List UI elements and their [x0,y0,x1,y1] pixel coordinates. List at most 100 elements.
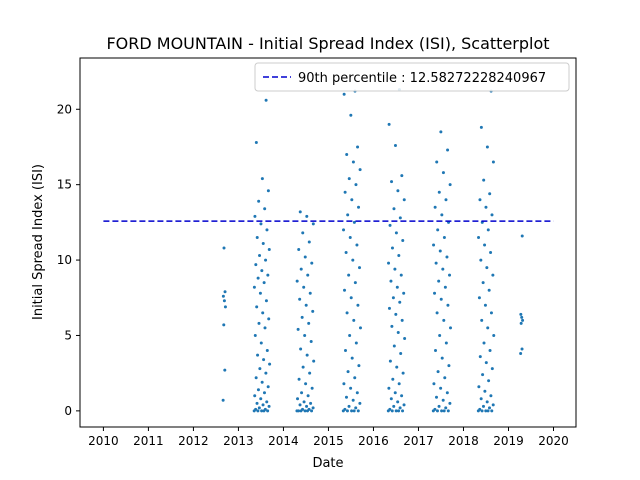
data-point [387,122,391,126]
data-point [483,243,487,247]
data-point [353,281,357,285]
data-point [387,306,391,310]
data-point [266,409,270,413]
data-point [255,235,259,239]
x-tick-label: 2019 [493,434,524,448]
data-point [448,401,452,405]
data-point [310,386,314,390]
data-point [253,333,257,337]
data-point [347,273,351,277]
data-point [487,406,491,410]
legend-box [254,62,570,92]
data-point [223,290,227,294]
data-point [267,248,271,252]
data-point [258,291,262,295]
x-tick-label: 2011 [133,434,164,448]
data-point [401,238,405,242]
data-point [478,407,482,411]
data-point [433,407,437,411]
y-axis-label: Initial Spread Index (ISI) [31,164,46,320]
data-point [445,391,449,395]
data-point [345,153,349,157]
data-point [254,407,258,411]
data-point [345,311,349,315]
data-point [256,388,260,392]
data-point [449,326,453,330]
data-point [305,404,309,408]
data-point [305,353,309,357]
data-point [398,300,402,304]
data-point [488,192,492,196]
data-point [446,148,450,152]
data-point [441,398,445,402]
data-point [519,312,523,316]
data-point [400,318,404,322]
data-point [437,279,441,283]
y-tick-label: 10 [57,253,72,267]
data-point [354,406,358,410]
data-point [399,273,403,277]
data-point [257,199,261,203]
data-point [487,288,491,292]
data-point [398,406,402,410]
data-point [391,377,395,381]
data-point [436,228,440,232]
data-point [485,145,489,149]
y-tick-label: 20 [57,102,72,116]
x-axis-ticks: 2010 2011 2012 2013 2014 2015 2016 2017 2018 2019… [88,427,569,448]
data-point [392,344,396,348]
x-tick-label: 2014 [268,434,299,448]
data-point [357,205,361,209]
data-point [311,406,315,410]
data-point [433,205,437,209]
data-point [358,326,362,330]
data-point [356,303,360,307]
data-point [256,276,260,280]
data-point [297,377,301,381]
data-point [491,403,495,407]
data-point [519,321,523,325]
data-point [262,358,266,362]
data-point [260,380,264,384]
data-point [307,321,311,325]
data-point [345,409,349,413]
x-tick-label: 2012 [178,434,209,448]
data-point [491,160,495,164]
x-tick-label: 2018 [448,434,479,448]
data-point [434,261,438,265]
data-point [489,251,493,255]
data-point [481,404,485,408]
data-point [347,404,351,408]
data-point [436,370,440,374]
data-point [488,349,492,353]
data-point [489,311,493,315]
data-point [393,391,397,395]
data-point [264,299,268,303]
data-point [489,394,493,398]
data-point [355,391,359,395]
data-point [492,333,496,337]
data-point [259,341,263,345]
data-point [432,382,436,386]
data-point [349,296,353,300]
data-point [478,198,482,202]
data-point [491,273,495,277]
data-point [400,174,404,178]
data-point [223,368,227,372]
season-2015-points [341,89,362,413]
data-point [483,303,487,307]
data-point [481,373,485,377]
data-point [439,130,443,134]
data-point [344,395,348,399]
x-tick-label: 2020 [538,434,569,448]
data-point [440,356,444,360]
legend-label: 90th percentile : 12.58272228240967 [298,71,546,86]
data-point [477,385,481,389]
data-point [397,254,401,258]
data-point [253,214,257,218]
x-axis-label: Date [312,456,343,471]
data-point [259,397,263,401]
data-point [342,92,346,96]
data-point [302,285,306,289]
